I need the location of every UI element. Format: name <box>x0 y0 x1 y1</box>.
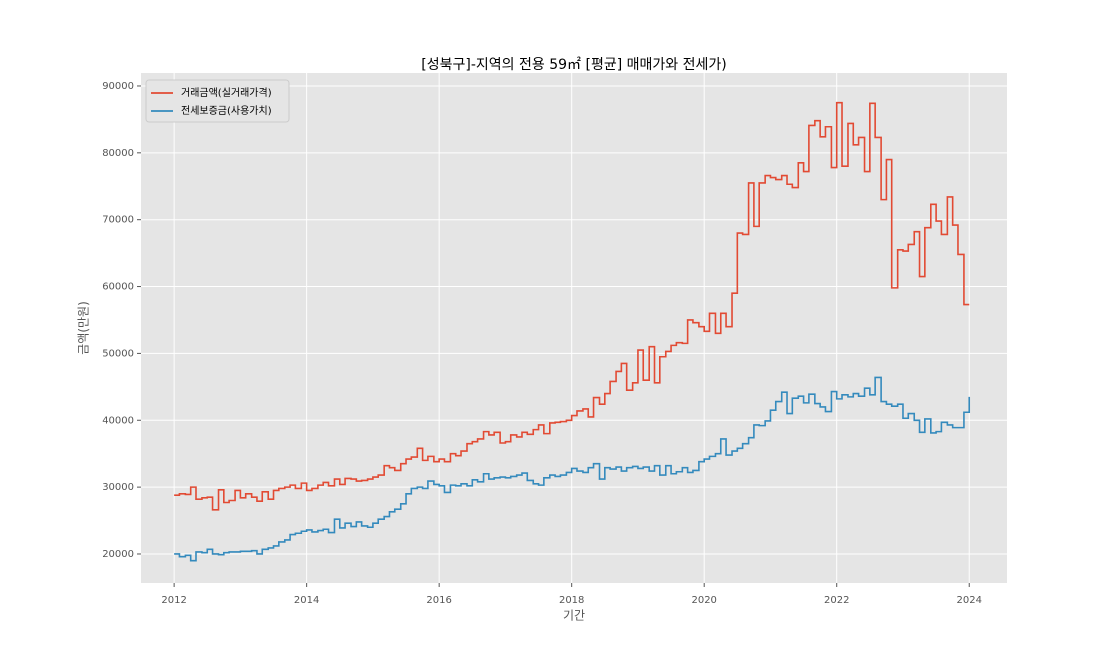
x-tick-label: 2016 <box>426 595 451 606</box>
x-tick-label: 2014 <box>294 595 319 606</box>
legend-label: 거래금액(실거래가격) <box>181 86 272 99</box>
series-line <box>174 376 971 562</box>
chart-title: [성북구]-지역의 전용 59㎡ [평균] 매매가와 전세가) <box>421 57 726 73</box>
series-line <box>174 101 970 511</box>
y-tick-label: 50000 <box>102 348 134 359</box>
y-tick-label: 60000 <box>102 282 134 293</box>
y-tick-label: 30000 <box>102 482 134 493</box>
y-tick-label: 80000 <box>102 148 134 159</box>
x-tick-label: 2018 <box>559 595 584 606</box>
x-tick-label: 2012 <box>161 595 186 606</box>
x-tick-label: 2022 <box>824 595 849 606</box>
x-tick-label: 2024 <box>957 595 982 606</box>
x-tick-label: 2020 <box>691 595 716 606</box>
legend-label: 전세보증금(사용가치) <box>181 105 272 117</box>
x-axis-label: 기간 <box>563 609 585 623</box>
y-tick-label: 90000 <box>102 81 134 92</box>
y-tick-label: 40000 <box>102 415 134 426</box>
plot-area <box>141 73 1007 583</box>
y-tick-label: 70000 <box>102 215 134 226</box>
legend-box <box>145 79 290 123</box>
legend: 거래금액(실거래가격) 전세보증금(사용가치) <box>145 79 290 123</box>
y-tick-label: 20000 <box>102 549 134 560</box>
y-axis-label: 금액(만원) <box>77 301 91 355</box>
